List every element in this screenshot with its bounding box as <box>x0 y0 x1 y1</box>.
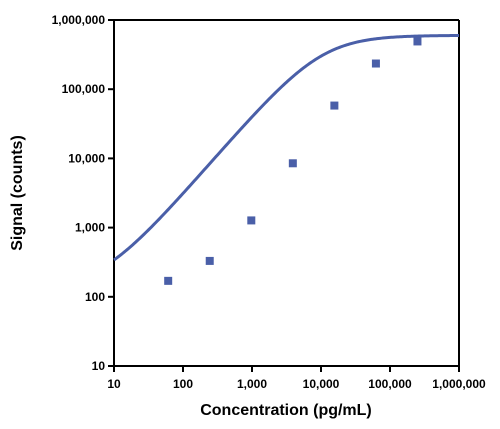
y-tick-label: 100,000 <box>62 82 106 96</box>
y-tick-label: 1,000 <box>75 221 105 235</box>
data-points <box>164 37 422 285</box>
x-tick-label: 1,000 <box>237 377 267 391</box>
y-tick-label: 100 <box>85 290 105 304</box>
y-tick-label: 10,000 <box>68 151 105 165</box>
x-axis-title: Concentration (pg/mL) <box>200 402 372 419</box>
x-tick-label: 100,000 <box>368 377 412 391</box>
x-tick-label: 100 <box>173 377 193 391</box>
y-axis-ticks: 10 100 1,000 10,000 100,000 1,000,000 <box>52 13 114 373</box>
fit-curve <box>113 34 460 262</box>
data-point <box>413 37 422 46</box>
x-tick-label: 1,000,000 <box>432 377 486 391</box>
y-tick-label: 1,000,000 <box>52 13 106 27</box>
y-tick-label: 10 <box>92 359 106 373</box>
data-point <box>164 276 173 285</box>
x-tick-label: 10 <box>107 377 121 391</box>
data-point <box>371 59 380 68</box>
plot-area <box>113 19 460 367</box>
data-point <box>247 216 256 225</box>
data-point <box>330 101 339 110</box>
data-point <box>288 159 297 168</box>
x-tick-label: 10,000 <box>303 377 340 391</box>
data-point <box>205 256 214 265</box>
y-axis-title: Signal (counts) <box>9 135 26 251</box>
x-axis-ticks: 10 100 1,000 10,000 100,000 1,000,000 <box>107 366 486 391</box>
